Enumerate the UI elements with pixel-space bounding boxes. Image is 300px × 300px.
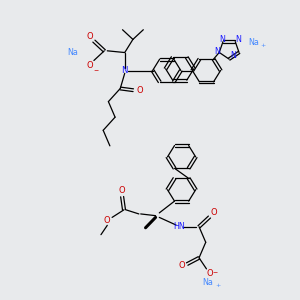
- Text: O: O: [104, 216, 111, 225]
- Text: N: N: [220, 35, 225, 44]
- Text: O: O: [119, 186, 125, 195]
- Text: Na: Na: [67, 48, 78, 57]
- Text: HN: HN: [173, 222, 185, 231]
- Text: N: N: [214, 47, 220, 56]
- Text: O: O: [211, 208, 217, 217]
- Text: +: +: [261, 43, 266, 48]
- Text: −: −: [94, 67, 99, 72]
- Text: Na: Na: [202, 278, 213, 287]
- Text: −: −: [213, 269, 218, 274]
- Text: N: N: [236, 35, 242, 44]
- Text: O: O: [87, 32, 94, 41]
- Text: O: O: [207, 269, 214, 278]
- Text: O: O: [136, 86, 143, 95]
- Text: O: O: [87, 61, 94, 70]
- Text: Na: Na: [248, 38, 259, 47]
- Text: N: N: [122, 66, 128, 75]
- Text: O: O: [178, 261, 185, 270]
- Text: N: N: [231, 51, 236, 60]
- Text: +: +: [215, 283, 220, 288]
